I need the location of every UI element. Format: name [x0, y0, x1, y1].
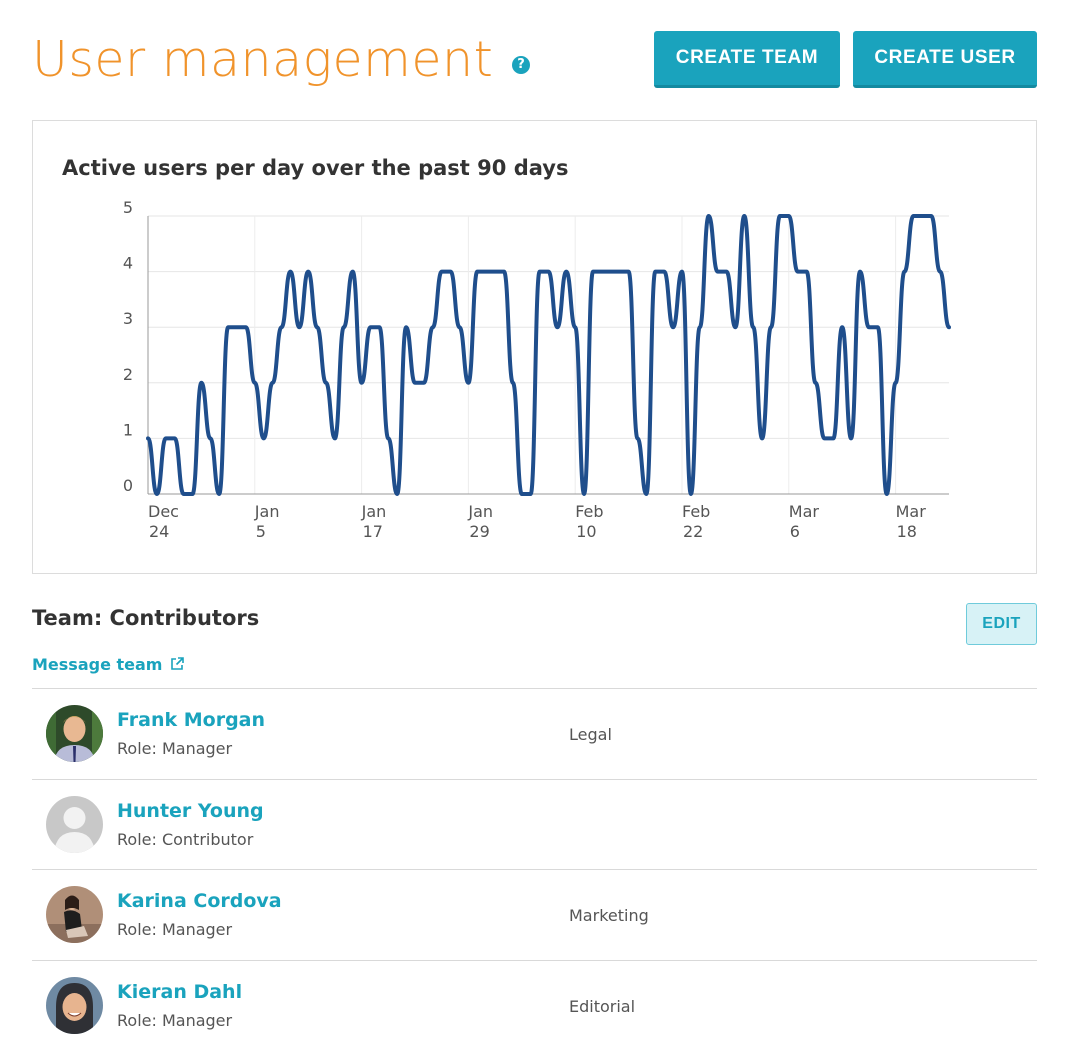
y-tick-label: 3: [123, 309, 133, 328]
y-tick-label: 2: [123, 365, 133, 384]
member-name[interactable]: Karina Cordova: [117, 890, 282, 912]
x-tick-label: 6: [790, 522, 800, 541]
x-tick-label: 22: [683, 522, 703, 541]
member-row: Frank Morgan Role: Manager Legal: [32, 688, 1037, 779]
member-row: Hunter Young Role: Contributor: [32, 778, 1037, 870]
create-team-button[interactable]: CREATE TEAM: [654, 31, 840, 88]
active-users-chart-card: Active users per day over the past 90 da…: [32, 120, 1037, 574]
y-tick-label: 5: [123, 198, 133, 217]
y-tick-label: 4: [123, 254, 133, 273]
message-team-label: Message team: [32, 655, 163, 674]
x-tick-label: Mar: [789, 502, 820, 521]
avatar[interactable]: [46, 705, 103, 762]
chart-title: Active users per day over the past 90 da…: [62, 156, 569, 180]
member-list: Frank Morgan Role: Manager Legal Hunter …: [32, 688, 1037, 1050]
x-tick-label: Dec: [148, 502, 179, 521]
member-row: Karina Cordova Role: Manager Marketing: [32, 869, 1037, 960]
member-role: Role: Manager: [117, 920, 233, 939]
series-line: [146, 214, 951, 496]
x-tick-label: Mar: [896, 502, 927, 521]
member-name[interactable]: Frank Morgan: [117, 709, 266, 731]
member-row: Kieran Dahl Role: Manager Editorial: [32, 959, 1037, 1051]
team-title: Team: Contributors: [32, 606, 260, 630]
edit-team-button[interactable]: EDIT: [966, 603, 1037, 645]
x-tick-label: 10: [576, 522, 596, 541]
avatar[interactable]: [46, 886, 103, 943]
avatar[interactable]: [46, 795, 103, 853]
x-tick-label: 17: [363, 522, 383, 541]
member-role: Role: Manager: [117, 1010, 233, 1030]
member-role: Role: Manager: [117, 739, 233, 758]
page-header: User management ? CREATE TEAM CREATE USE…: [32, 28, 1037, 92]
x-tick-label: 5: [256, 522, 266, 541]
member-department: Marketing: [569, 906, 649, 925]
x-tick-label: 18: [897, 522, 917, 541]
x-tick-label: 24: [149, 522, 169, 541]
x-tick-label: Feb: [682, 502, 710, 521]
message-team-link[interactable]: Message team: [32, 655, 185, 674]
member-name[interactable]: Kieran Dahl: [117, 980, 243, 1003]
avatar[interactable]: [46, 976, 103, 1034]
active-users-chart: 012345Dec24Jan5Jan17Jan29Feb10Feb22Mar6M…: [123, 198, 951, 541]
x-tick-label: Jan: [254, 502, 280, 521]
question-circle-icon[interactable]: ?: [512, 56, 530, 74]
page-title: User management: [32, 31, 494, 88]
member-department: Legal: [569, 725, 612, 744]
x-tick-label: Jan: [361, 502, 387, 521]
member-department: Editorial: [569, 996, 636, 1016]
x-tick-label: 29: [469, 522, 489, 541]
member-role: Role: Contributor: [117, 829, 254, 849]
external-link-icon: [171, 657, 185, 670]
x-tick-label: Jan: [467, 502, 493, 521]
x-tick-label: Feb: [575, 502, 603, 521]
y-tick-label: 1: [123, 420, 133, 439]
member-name[interactable]: Hunter Young: [117, 799, 264, 822]
y-tick-label: 0: [123, 476, 133, 495]
create-user-button[interactable]: CREATE USER: [853, 31, 1037, 88]
